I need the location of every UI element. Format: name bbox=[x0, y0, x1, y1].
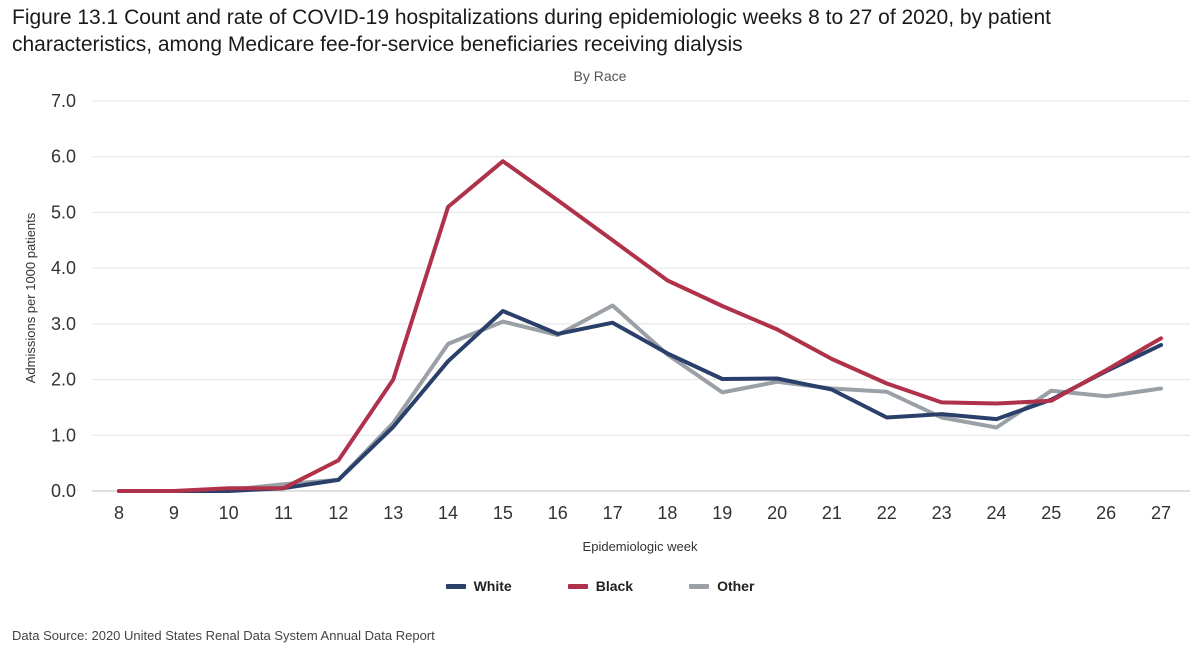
x-tick-label: 17 bbox=[603, 503, 623, 523]
legend-swatch bbox=[689, 583, 710, 589]
data-source-note: Data Source: 2020 United States Renal Da… bbox=[12, 628, 435, 643]
x-tick-label: 11 bbox=[274, 503, 293, 523]
x-tick-label: 20 bbox=[767, 503, 787, 523]
x-tick-label: 16 bbox=[548, 503, 568, 523]
y-axis-ticks: 0.0 1.0 2.0 3.0 4.0 5.0 6.0 7.0 bbox=[51, 91, 76, 501]
legend-label: Black bbox=[595, 578, 634, 594]
legend-item-white: White bbox=[445, 578, 512, 594]
series-line-white bbox=[117, 309, 1163, 493]
y-axis-label: Admissions per 1000 patients bbox=[23, 212, 38, 383]
x-tick-label: 27 bbox=[1151, 503, 1171, 523]
y-tick-label: 4.0 bbox=[51, 258, 76, 278]
y-tick-label: 5.0 bbox=[51, 202, 76, 222]
x-tick-label: 12 bbox=[328, 503, 348, 523]
x-tick-label: 22 bbox=[877, 503, 897, 523]
x-tick-label: 10 bbox=[219, 503, 239, 523]
x-tick-label: 24 bbox=[986, 503, 1006, 523]
figure-title: Figure 13.1 Count and rate of COVID-19 h… bbox=[12, 6, 1051, 56]
x-tick-label: 25 bbox=[1041, 503, 1061, 523]
legend-swatch bbox=[445, 583, 466, 589]
y-tick-label: 7.0 bbox=[51, 91, 76, 111]
y-tick-label: 2.0 bbox=[51, 370, 76, 390]
y-tick-label: 1.0 bbox=[51, 425, 76, 445]
legend-label: Other bbox=[717, 578, 755, 594]
series-lines bbox=[117, 159, 1163, 493]
y-tick-label: 3.0 bbox=[51, 314, 76, 334]
chart-subtitle: By Race bbox=[573, 68, 627, 84]
x-tick-label: 19 bbox=[712, 503, 732, 523]
x-tick-label: 8 bbox=[114, 503, 124, 523]
y-tick-label: 0.0 bbox=[51, 481, 76, 501]
legend-item-black: Black bbox=[567, 578, 634, 594]
gridlines bbox=[92, 100, 1190, 492]
x-tick-label: 21 bbox=[822, 503, 842, 523]
x-axis-ticks: 8 9 10 11 12 13 14 15 16 17 18 19 20 21 22 23 24 25 26 27 bbox=[114, 503, 1171, 523]
x-axis-label: Epidemiologic week bbox=[583, 539, 698, 554]
x-tick-label: 15 bbox=[493, 503, 513, 523]
x-tick-label: 9 bbox=[169, 503, 179, 523]
x-tick-label: 13 bbox=[383, 503, 403, 523]
x-tick-label: 14 bbox=[438, 503, 458, 523]
legend-label: White bbox=[473, 578, 512, 594]
legend: White Black Other bbox=[0, 578, 1200, 594]
legend-swatch bbox=[567, 583, 588, 589]
series-line-other bbox=[117, 303, 1163, 493]
series-line-black bbox=[117, 159, 1163, 493]
x-tick-label: 23 bbox=[932, 503, 952, 523]
legend-item-other: Other bbox=[689, 578, 754, 594]
x-tick-label: 18 bbox=[657, 503, 677, 523]
y-tick-label: 6.0 bbox=[51, 147, 76, 167]
x-tick-label: 26 bbox=[1096, 503, 1116, 523]
